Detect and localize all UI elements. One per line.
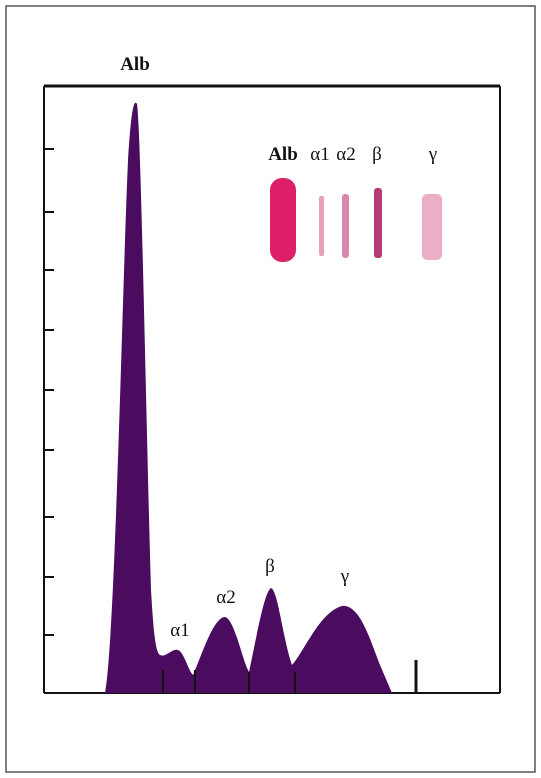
gel-label: γ	[428, 144, 437, 165]
peak-label: β	[265, 556, 275, 577]
peak-label: Alb	[120, 54, 150, 75]
gel-label: α1	[310, 144, 329, 165]
peak-label: α2	[216, 587, 235, 608]
gel-label: Alb	[268, 144, 298, 165]
figure: Alb α1 α2 β γ Alb α1 α2 β γ	[0, 0, 541, 778]
peak-label: α1	[170, 620, 189, 641]
gel-label: β	[372, 144, 382, 165]
gel-label: α2	[336, 144, 355, 165]
peak-label: γ	[340, 566, 349, 587]
